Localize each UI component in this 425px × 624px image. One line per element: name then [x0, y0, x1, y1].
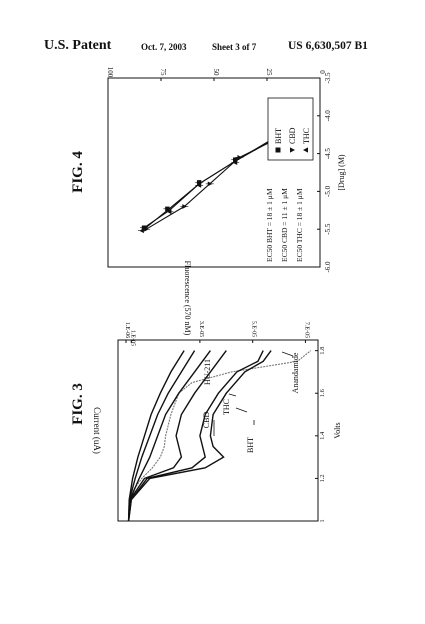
fig4-legend-label: BHT [274, 128, 283, 144]
fig3-x-tick-label: 1 [319, 519, 326, 522]
fig3-y-tick-label: 1.E-06 [124, 322, 130, 338]
fig3-annotation-label: HU-211 [203, 359, 212, 385]
fig3-annotation-label: Anandamide [291, 352, 300, 393]
sheet-number: Sheet 3 of 7 [212, 42, 257, 52]
fig4-y-tick-label: 100 [106, 67, 114, 78]
fig4-y-axis-label: Fluorescence (570 nM) [183, 261, 192, 336]
fig4-x-tick-label: -3.5 [324, 72, 332, 84]
fig3-x-tick-label: 1.8 [319, 347, 326, 355]
fig3-annotation-arrow [281, 351, 294, 357]
fig3-plot-frame [117, 339, 319, 522]
fig3-y-tick-label: 7.E-05 [303, 322, 309, 338]
fig3-y-tick-label: 5.E-05 [251, 321, 257, 337]
fig3-annotation-label: BHT [246, 437, 255, 453]
fig3-series-line [128, 350, 312, 522]
fig3-y-tick-label: 1.E-05 [129, 330, 135, 346]
fig3-x-tick-label: 1.4 [319, 431, 326, 440]
fig3-series-line [127, 350, 211, 522]
fig4-legend-label: CBD [288, 127, 297, 144]
fig4-ec50-text: EC50 CBD = 11 ± 1 μM [280, 188, 289, 262]
fig4-legend-marker-thc [303, 147, 308, 153]
fig3-series-line [127, 350, 196, 522]
fig4-x-tick-label: -4.5 [324, 148, 332, 160]
fig4-x-tick-label: -4.0 [324, 110, 332, 122]
fig3-series-line [127, 350, 272, 522]
fig3-chart: 1 1.2 1.4 1.6 1.8 1.E-06 1.E-05 3.E-05 5.E-05 7.E… [70, 321, 342, 523]
fig4-ec50-text: EC50 BHT = 18 ± 1 μM [265, 188, 274, 262]
fig4-y-tick-label: 0 [318, 70, 326, 74]
patent-label: U.S. Patent [44, 38, 112, 53]
fig3-x-tick-label: 1.2 [319, 474, 326, 482]
fig4-x-tick-label: -5.0 [324, 185, 332, 197]
fig4-legend-label: THC [302, 128, 311, 144]
fig4-legend-marker-bht [275, 147, 281, 153]
fig3-y-axis-label: Current (uA) [92, 407, 102, 454]
fig4-y-tick-label: 75 [159, 69, 167, 77]
fig3-series-line [127, 350, 264, 522]
fig4-ec50-text: EC50 THC = 18 ± 1 μM [295, 188, 304, 262]
fig4-x-tick-label: -5.5 [324, 223, 332, 235]
fig4-x-tick-label: -6.0 [324, 261, 332, 273]
fig4-legend-marker-cbd [290, 147, 295, 153]
fig3-y-tick-label: 3.E-05 [198, 321, 204, 337]
fig4-chart: -6.0 -5.5 -5.0 -4.5 -4.0 -3.50 25 50 75 100 [Drug]… [70, 67, 346, 336]
fig4-y-tick-label: 25 [265, 69, 273, 77]
fig4-x-axis-label: [Drug] (M) [337, 154, 346, 191]
fig3-annotation-arrow [228, 393, 237, 397]
fig3-title: FIG. 3 [70, 383, 86, 425]
fig3-series-line [127, 350, 185, 522]
patent-number: US 6,630,507 B1 [288, 40, 368, 52]
fig3-x-axis-label: Volts [333, 422, 342, 438]
fig3-annotation-label: CBD [202, 412, 211, 429]
fig3-x-tick-label: 1.6 [319, 388, 326, 397]
fig3-annotation-arrow [235, 407, 248, 413]
fig3-annotation-label: THC [222, 399, 231, 415]
patent-date: Oct. 7, 2003 [141, 42, 187, 52]
fig3-series-line [127, 350, 227, 522]
fig4-title: FIG. 4 [70, 151, 86, 193]
fig4-y-tick-label: 50 [212, 69, 220, 77]
